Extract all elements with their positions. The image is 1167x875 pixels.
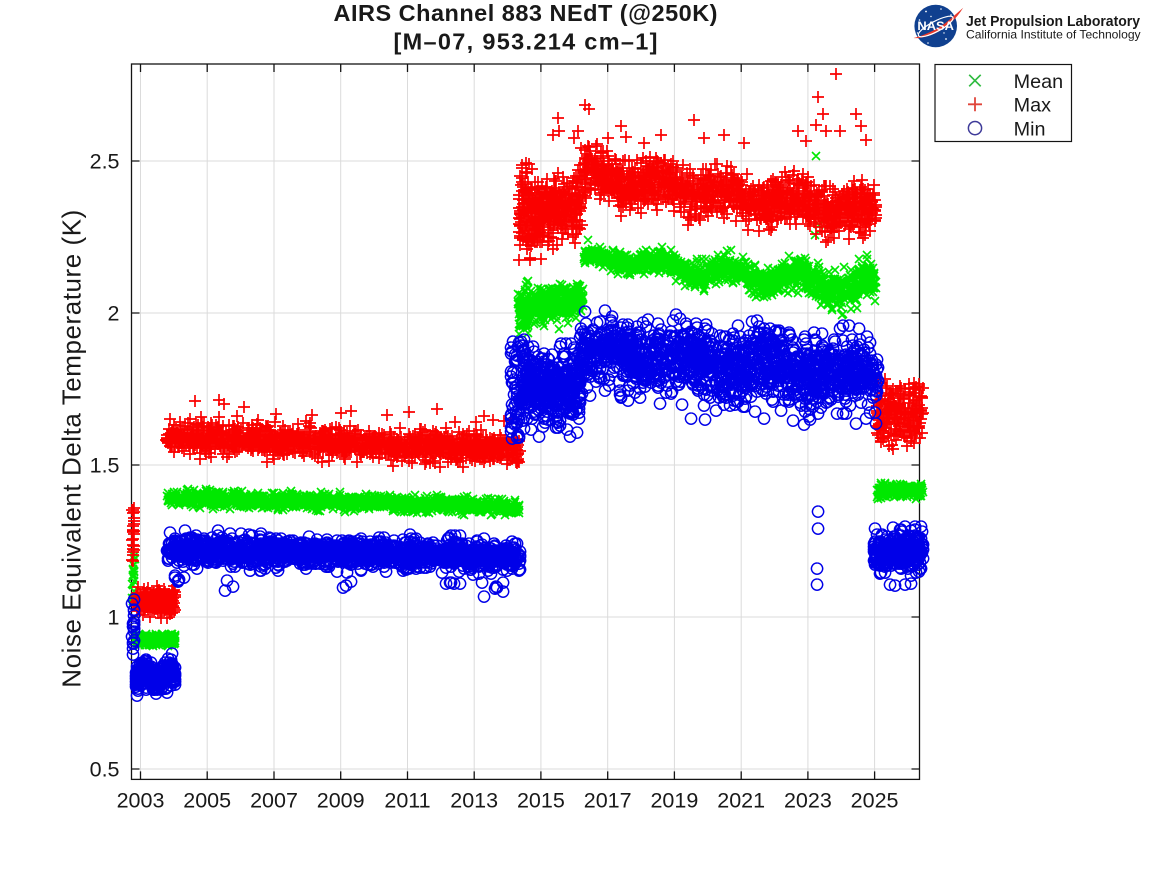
svg-text:Jet Propulsion Laboratory: Jet Propulsion Laboratory: [966, 14, 1140, 30]
svg-text:AIRS Channel 883 NEdT (@250K): AIRS Channel 883 NEdT (@250K): [334, 0, 718, 26]
svg-text:2025: 2025: [851, 789, 899, 813]
svg-text:NASA: NASA: [917, 21, 954, 33]
svg-text:California Institute of Techno: California Institute of Technology: [966, 28, 1141, 42]
svg-text:2005: 2005: [183, 789, 231, 813]
svg-text:2015: 2015: [517, 789, 565, 813]
svg-text:2019: 2019: [650, 789, 698, 813]
svg-text:2.5: 2.5: [90, 150, 120, 174]
svg-text:Min: Min: [1014, 119, 1046, 141]
svg-text:1.5: 1.5: [90, 454, 120, 478]
svg-text:2023: 2023: [784, 789, 832, 813]
svg-text:0.5: 0.5: [90, 758, 120, 782]
svg-text:Max: Max: [1014, 95, 1051, 117]
svg-text:2: 2: [108, 302, 120, 326]
svg-text:2021: 2021: [717, 789, 765, 813]
svg-text:Noise Equivalent Delta Tempera: Noise Equivalent Delta Temperature (K): [57, 210, 87, 688]
svg-text:2011: 2011: [384, 789, 430, 813]
svg-text:2003: 2003: [117, 789, 165, 813]
svg-text:2009: 2009: [317, 789, 365, 813]
svg-text:2007: 2007: [250, 789, 298, 813]
svg-text:1: 1: [108, 606, 120, 630]
svg-text:2013: 2013: [450, 789, 498, 813]
svg-text:Mean: Mean: [1014, 71, 1063, 93]
svg-text:2017: 2017: [584, 789, 632, 813]
svg-text:[M–07, 953.214 cm–1]: [M–07, 953.214 cm–1]: [394, 29, 658, 55]
